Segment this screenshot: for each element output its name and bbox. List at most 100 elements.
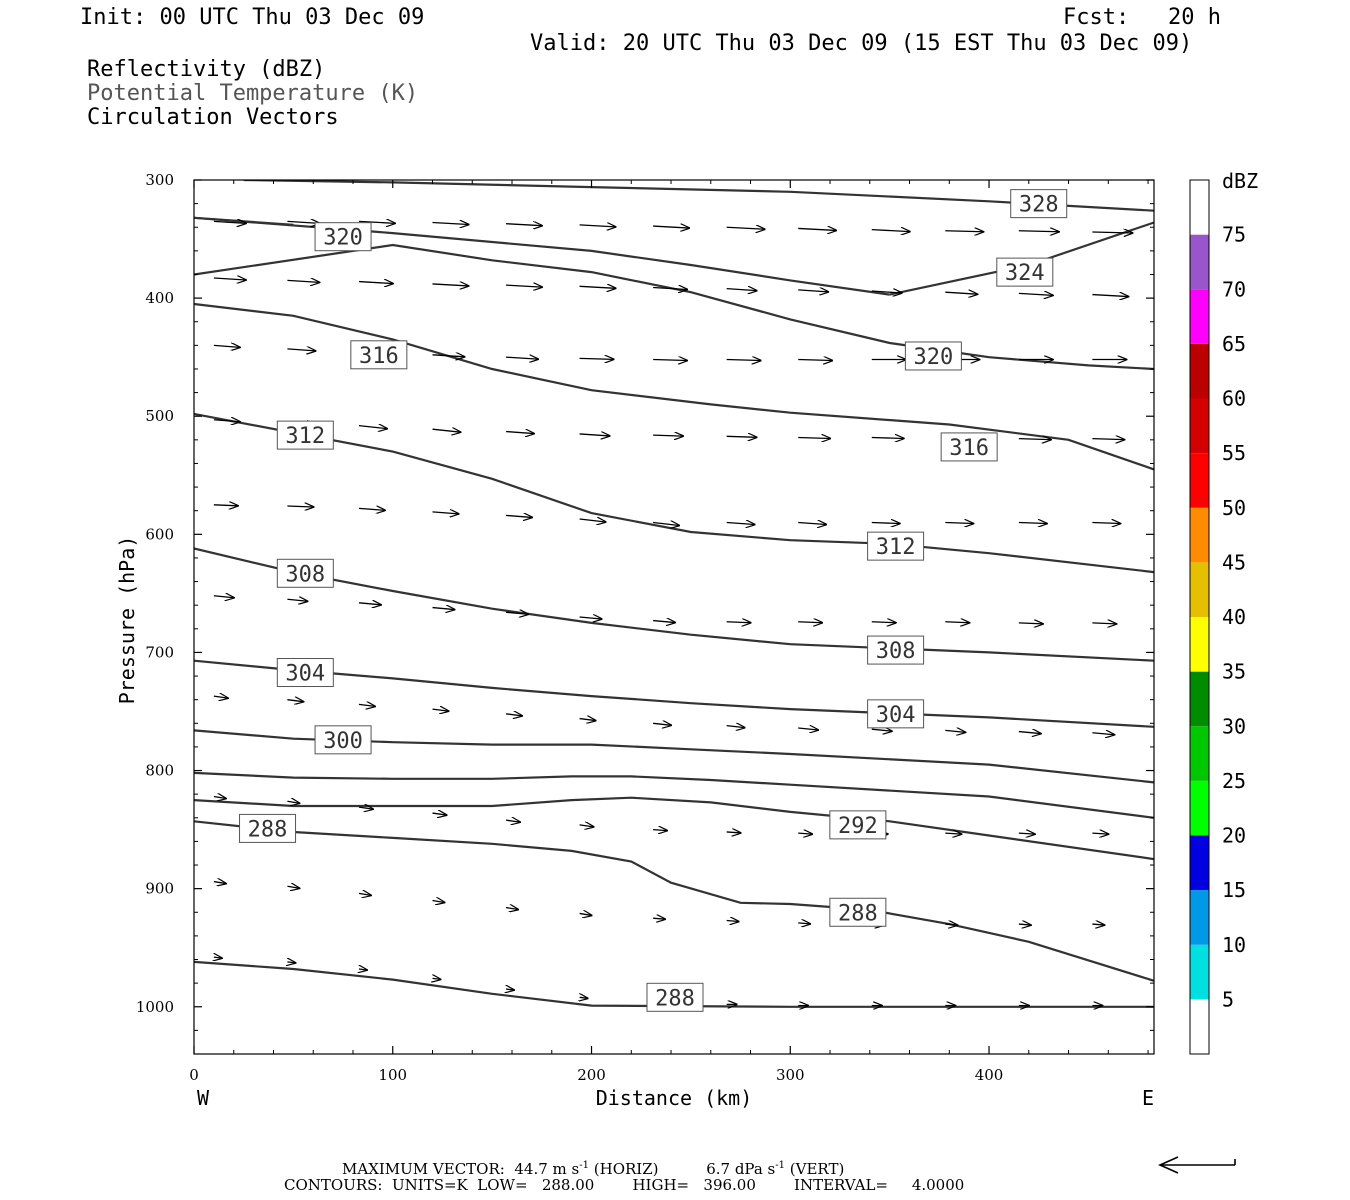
- circulation-vector: [432, 813, 447, 815]
- circulation-vector: [287, 801, 299, 803]
- y-tick-label: 800: [145, 762, 174, 780]
- colorbar-segment: [1190, 890, 1209, 945]
- isentrope-label-box: [350, 340, 408, 370]
- circulation-vector: [726, 227, 765, 229]
- isentrope-label-box: [829, 810, 887, 840]
- colorbar-level-label: 5: [1222, 987, 1234, 1011]
- circulation-vector: [798, 923, 810, 924]
- circulation-vector: [945, 924, 957, 925]
- circulation-vector: [871, 729, 892, 731]
- axis-layer: 300 400 500 600 700 800 900 1000 0 100 200 300 400: [136, 171, 1154, 1084]
- circulation-vector: [798, 833, 812, 834]
- circulation-vector: [1092, 439, 1124, 440]
- isentrope-label: 312: [876, 535, 916, 560]
- circulation-vector: [798, 622, 822, 623]
- circulation-vector: [213, 221, 246, 223]
- x-axis-label: Distance (km): [596, 1086, 753, 1110]
- isentrope-label-box: [996, 257, 1054, 287]
- circulation-vector: [798, 228, 836, 230]
- y-tick-label: 600: [145, 525, 174, 543]
- circulation-vector: [579, 719, 596, 721]
- colorbar-level-label: 40: [1222, 605, 1246, 629]
- circulation-vector: [287, 886, 299, 888]
- circulation-vector: [358, 893, 371, 895]
- isentrope-label-box: [829, 897, 887, 927]
- circulation-vector: [506, 224, 542, 226]
- circulation-vector: [653, 918, 665, 919]
- circulation-vector: [432, 709, 449, 711]
- colorbar-level-label: 35: [1222, 660, 1246, 684]
- west-label: W: [197, 1086, 210, 1110]
- circulation-vector: [358, 508, 385, 510]
- circulation-vector: [871, 230, 910, 232]
- circulation-vector: [505, 820, 520, 822]
- circulation-vector: [1092, 232, 1132, 233]
- y-tick-label: 500: [145, 407, 174, 425]
- colorbar: 5 10 15 20 25 30 35 40 45 50 55 60 65 70 75: [1189, 179, 1246, 1055]
- isentrope-label: 320: [323, 226, 363, 251]
- circulation-vector: [287, 506, 313, 507]
- colorbar-level-label: 30: [1222, 714, 1246, 738]
- circulation-vector: [579, 519, 606, 522]
- circulation-vector: [287, 962, 295, 963]
- circulation-vector: [505, 612, 528, 614]
- contour-label-layer: 328 320 316 316 324 320 312 312 308 308 304 304 300 2…: [239, 189, 1068, 1012]
- isentrope-line: [194, 771, 1154, 819]
- circulation-vector: [287, 700, 303, 702]
- circulation-vector: [945, 231, 983, 232]
- circulation-vector: [726, 622, 751, 623]
- colorbar-level-label: 75: [1222, 223, 1246, 247]
- circulation-vector: [726, 523, 755, 525]
- y-tick-label: 900: [145, 880, 174, 898]
- circulation-vector: [871, 622, 896, 623]
- isentrope-label: 288: [838, 901, 878, 926]
- circulation-vector: [1018, 833, 1035, 834]
- circulation-vector: [579, 358, 614, 359]
- circulation-vector: [1018, 924, 1031, 925]
- isentrope-line: [194, 302, 1154, 471]
- circulation-vector: [213, 278, 246, 280]
- isentrope-label: 304: [876, 703, 916, 728]
- circulation-vector: [579, 286, 616, 288]
- circulation-vector: [653, 830, 667, 831]
- isentrope-label-box: [867, 635, 925, 665]
- isentrope-label: 328: [1019, 193, 1059, 218]
- circulation-vector: [945, 730, 965, 732]
- east-label: E: [1142, 1086, 1154, 1110]
- colorbar-segment: [1190, 617, 1209, 672]
- isentrope-line: [194, 216, 890, 296]
- circulation-vector: [505, 515, 532, 517]
- circulation-vector: [1092, 833, 1108, 834]
- colorbar-segment: [1190, 562, 1209, 617]
- max-vector-horiz-exp: -1: [579, 1160, 589, 1171]
- isentrope-label-box: [276, 420, 334, 450]
- isentrope-line: [194, 659, 1154, 728]
- circulation-vector: [726, 436, 757, 437]
- circulation-vector: [1018, 231, 1059, 232]
- circulation-vector: [214, 957, 222, 958]
- colorbar-segment: [1190, 726, 1209, 781]
- isentrope-line: [194, 820, 1154, 982]
- isentrope-label-box: [239, 813, 297, 843]
- isentrope-layer: [194, 180, 1154, 1008]
- circulation-vector: [653, 621, 675, 623]
- colorbar-segment: [1190, 780, 1209, 836]
- isentrope-label-box: [904, 341, 962, 371]
- circulation-vector: [798, 523, 826, 525]
- circulation-vector: [1018, 439, 1051, 440]
- circulation-vector: [506, 285, 542, 287]
- colorbar-segment: [1190, 944, 1209, 1000]
- isentrope-label-box: [314, 725, 372, 755]
- circulation-vector: [432, 512, 459, 514]
- x-tick-label: 300: [776, 1066, 805, 1084]
- isentrope-label: 320: [914, 345, 954, 370]
- colorbar-segment: [1190, 507, 1209, 563]
- isentrope-label: 288: [655, 986, 695, 1011]
- circulation-vector: [358, 603, 381, 605]
- circulation-vector: [213, 882, 226, 884]
- circulation-vector: [1092, 523, 1120, 524]
- max-vector-vert-exp: -1: [775, 1160, 786, 1171]
- isentrope-line: [194, 243, 1154, 371]
- isentrope-label: 304: [285, 662, 325, 687]
- circulation-vector: [871, 523, 900, 524]
